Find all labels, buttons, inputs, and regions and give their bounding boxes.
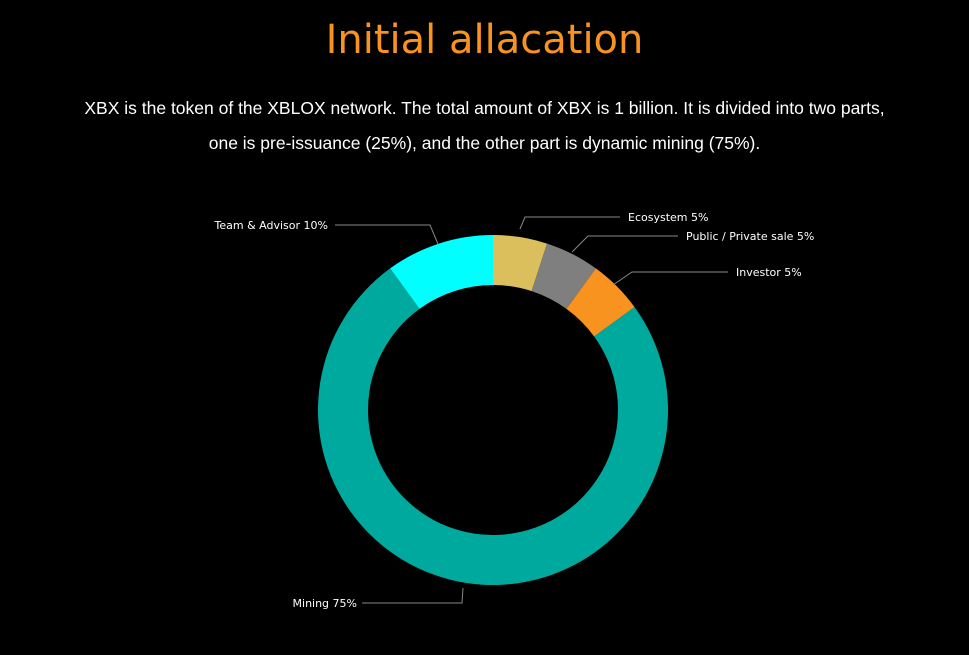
- description-line-1: XBX is the token of the XBLOX network. T…: [84, 98, 885, 118]
- data-label: Investor 5%: [736, 266, 802, 279]
- data-label: Mining 75%: [293, 597, 357, 610]
- leader-line: [519, 216, 620, 230]
- slice-public-private-sale: [531, 243, 596, 309]
- slice-ecosystem: [493, 235, 548, 292]
- page-title: Initial allacation: [325, 17, 644, 63]
- leader-line: [362, 587, 464, 604]
- data-label: Team & Advisor 10%: [214, 219, 328, 232]
- leader-line: [335, 224, 439, 245]
- description: XBX is the token of the XBLOX network. T…: [20, 91, 949, 161]
- leader-line: [571, 235, 678, 253]
- slice-mining: [318, 268, 668, 585]
- description-line-2: one is pre-issuance (25%), and the other…: [208, 133, 761, 153]
- slice-investor: [566, 268, 635, 337]
- leader-line: [612, 271, 728, 286]
- data-label: Ecosystem 5%: [628, 211, 708, 224]
- data-label: Public / Private sale 5%: [686, 230, 814, 243]
- slice-team-advisor: [390, 235, 493, 309]
